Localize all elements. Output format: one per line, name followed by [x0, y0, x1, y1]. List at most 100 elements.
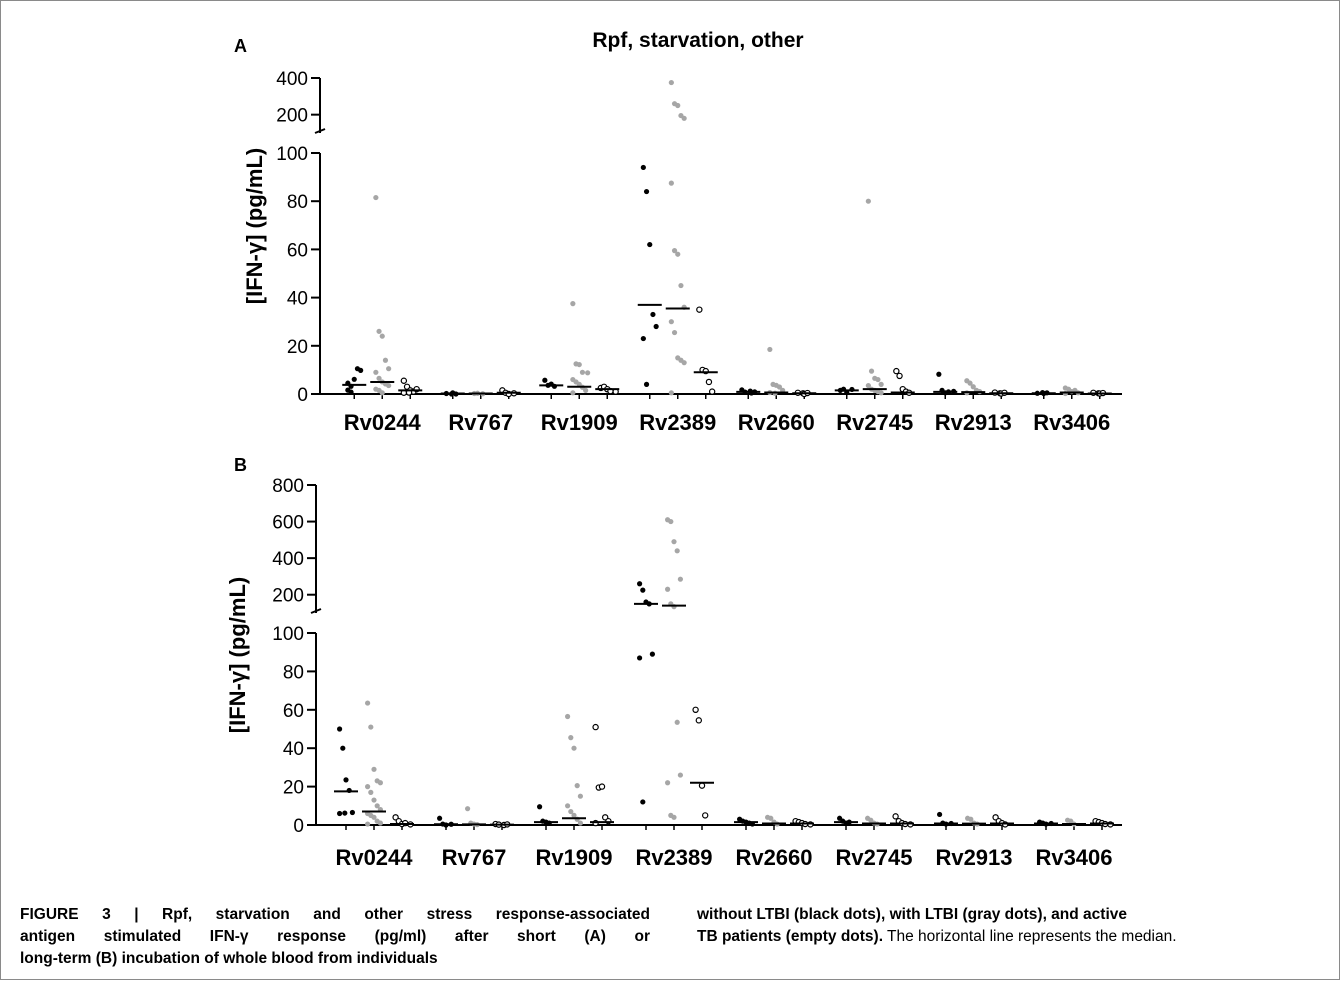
panel-a-point-without-ltbi-rv2389 [647, 241, 653, 248]
panel-b-category-rv2660: Rv2660 [735, 845, 812, 870]
panel-a-point-with-ltbi-rv1909 [570, 301, 576, 307]
panel-a-point-with-ltbi-rv2389 [678, 282, 684, 289]
panel-a-point-with-ltbi-rv0244 [386, 382, 392, 389]
panel-b-point-with-ltbi-rv1909 [577, 793, 584, 799]
panel-a-point-with-ltbi-rv1909 [576, 361, 582, 368]
panel-a-point-with-ltbi-rv1909 [583, 387, 589, 393]
panel-a-point-without-ltbi-rv0244 [358, 367, 364, 373]
caption-note: The horizontal line represents the media… [887, 928, 1177, 945]
panel-b-y-tick-label: 60 [283, 701, 304, 722]
panel-b-point-without-ltbi-rv0244 [337, 810, 343, 817]
caption-left: FIGURE 3 | Rpf, starvation and other str… [20, 904, 650, 970]
panel-a-category-rv2913: Rv2913 [935, 410, 1012, 435]
panel-b-point-active-tb-patients-rv2745 [892, 813, 899, 820]
panel-b-point-with-ltbi-rv1909 [568, 735, 574, 741]
caption-line-3: long-term (B) incubation of whole blood … [20, 950, 438, 967]
figure-svg: A Rpf, starvation, other [IFN-γ] (pg/mL)… [225, 29, 1122, 870]
panel-b-point-active-tb-patients-rv1909 [598, 783, 606, 790]
panel-a-point-active-tb-patients-rv2745 [896, 372, 903, 380]
panel-a-axis-break [314, 128, 326, 134]
panel-b-point-with-ltbi-rv1909 [568, 808, 574, 815]
panel-a-point-without-ltbi-rv2389 [653, 323, 659, 330]
panel-b-y-tick-label: 100 [272, 624, 304, 645]
panel-a-point-with-ltbi-rv2389 [668, 390, 674, 396]
panel-b-point-with-ltbi-rv2389 [668, 518, 674, 525]
panel-a-point-with-ltbi-rv2745 [865, 382, 871, 389]
panel-b-point-with-ltbi-rv1909 [565, 803, 571, 809]
panel-b-axis-break [310, 608, 322, 614]
panel-b-point-without-ltbi-rv767 [437, 815, 443, 821]
panel-a-point-with-ltbi-rv2745 [875, 376, 881, 383]
panel-b-point-with-ltbi-rv2389 [665, 780, 671, 786]
panel-a-point-with-ltbi-rv2660 [776, 384, 783, 390]
panel-b-point-with-ltbi-rv0244 [365, 784, 371, 790]
panel-b-chart: B [IFN-γ] (pg/mL) 0 20 40 60 80 100 200 400 600 8… [225, 455, 1122, 870]
panel-b-point-with-ltbi-rv0244 [368, 789, 374, 795]
panel-a-point-with-ltbi-rv0244 [376, 328, 382, 334]
panel-a-point-with-ltbi-rv2913 [967, 380, 973, 386]
panel-b-point-without-ltbi-rv0244 [343, 777, 349, 783]
panel-a-category-rv1909: Rv1909 [541, 410, 618, 435]
panel-a-point-with-ltbi-rv2389 [671, 329, 678, 336]
panel-a-axes [314, 78, 1122, 395]
panel-b-point-with-ltbi-rv2389 [677, 576, 684, 582]
panel-a-point-with-ltbi-rv2389 [671, 248, 678, 254]
panel-b-point-without-ltbi-rv2389 [640, 587, 646, 593]
panel-b-y-tick-label: 600 [272, 513, 304, 534]
caption-line-5: TB patients (empty dots). [697, 928, 884, 945]
caption-line-2: antigen stimulated IFN-γ response (pg/ml… [20, 928, 650, 945]
panel-a-y-tick-label: 100 [276, 144, 308, 165]
panel-a-point-with-ltbi-rv1909 [570, 390, 576, 396]
caption-right: without LTBI (black dots), with LTBI (gr… [697, 904, 1324, 948]
panel-b-point-without-ltbi-rv2389 [640, 799, 646, 805]
panel-a-point-with-ltbi-rv2913 [970, 384, 976, 390]
panel-a-point-with-ltbi-rv2389 [681, 115, 687, 121]
panel-a-point-with-ltbi-rv0244 [379, 333, 385, 339]
panel-b-category-rv1909: Rv1909 [535, 845, 612, 870]
panel-a-point-with-ltbi-rv2389 [681, 360, 687, 366]
panel-a-ylabel: [IFN-γ] (pg/mL) [242, 148, 267, 304]
panel-a-point-with-ltbi-rv2389 [668, 180, 674, 186]
panel-a-point-with-ltbi-rv1909 [579, 369, 586, 375]
panel-a-category-rv2745: Rv2745 [836, 410, 913, 435]
panel-a-category-rv2660: Rv2660 [738, 410, 815, 435]
panel-a-point-active-tb-patients-rv2389 [708, 388, 716, 395]
panel-b-point-with-ltbi-rv2913 [968, 816, 974, 822]
panel-b-point-with-ltbi-rv2389 [677, 772, 684, 778]
panel-b-point-without-ltbi-rv2389 [637, 655, 643, 661]
panel-a-point-with-ltbi-rv0244 [373, 369, 379, 375]
panel-b-point-with-ltbi-rv0244 [377, 780, 383, 786]
caption-line-1: FIGURE 3 | Rpf, starvation and other str… [20, 906, 650, 923]
panel-a-point-without-ltbi-rv2389 [640, 164, 646, 171]
panel-b-y-tick-label: 800 [272, 476, 304, 497]
panel-b-point-with-ltbi-rv0244 [365, 700, 371, 706]
panel-a-category-rv2389: Rv2389 [639, 410, 716, 435]
panel-a-point-active-tb-patients-rv2389 [705, 378, 713, 386]
panel-b-point-without-ltbi-rv2389 [637, 581, 643, 587]
panel-b-point-with-ltbi-rv2389 [674, 719, 680, 725]
panel-b-point-without-ltbi-rv2389 [649, 651, 656, 657]
panel-b-point-with-ltbi-rv2389 [674, 548, 680, 554]
panel-b-label: B [234, 455, 247, 475]
panel-b-point-without-ltbi-rv2913 [937, 811, 943, 818]
panel-a-point-with-ltbi-rv2745 [878, 390, 884, 396]
panel-b-point-with-ltbi-rv0244 [371, 797, 377, 803]
panel-a-point-with-ltbi-rv0244 [373, 194, 379, 201]
panel-a-point-with-ltbi-rv0244 [382, 357, 389, 363]
panel-b-point-active-tb-patients-rv2389 [692, 706, 699, 714]
panel-a-point-without-ltbi-rv0244 [348, 389, 354, 395]
panel-b-categories: Rv0244 Rv767 Rv1909 Rv2389 Rv2660 Rv2745 Rv291… [335, 845, 1112, 870]
panel-a-categories: Rv0244 Rv767 Rv1909 Rv2389 Rv2660 Rv2745 Rv291… [344, 410, 1111, 435]
panel-a-point-with-ltbi-rv2660 [767, 346, 773, 353]
panel-a-y-tick-label: 0 [297, 385, 308, 406]
panel-b-category-rv0244: Rv0244 [335, 845, 413, 870]
panel-a-y-tick-label: 80 [287, 192, 308, 213]
panel-b-point-with-ltbi-rv0244 [365, 821, 371, 827]
panel-a-point-without-ltbi-rv2389 [650, 311, 656, 318]
panel-a-chart: A Rpf, starvation, other [IFN-γ] (pg/mL)… [234, 29, 1122, 435]
panel-a-point-with-ltbi-rv0244 [379, 390, 385, 396]
panel-a-point-without-ltbi-rv2389 [643, 381, 650, 387]
panel-b-point-without-ltbi-rv0244 [340, 745, 346, 751]
panel-b-axes [310, 485, 1122, 826]
panel-b-point-with-ltbi-rv2389 [671, 539, 677, 545]
